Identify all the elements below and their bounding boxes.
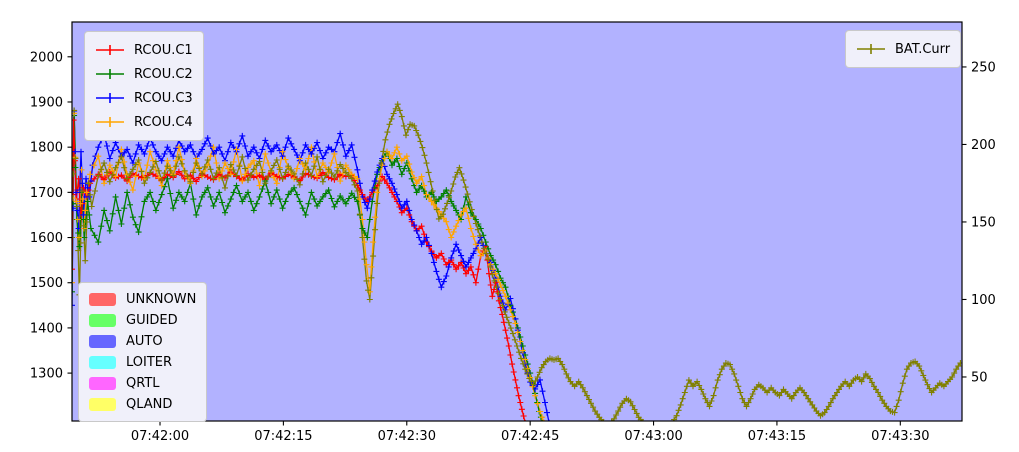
plot-background-auto-shading: [72, 22, 962, 421]
line-plus-marker-icon: [96, 117, 124, 127]
mode-label: QRTL: [126, 376, 160, 391]
y-left-tick-label: 1400: [30, 321, 63, 336]
legend-item-rcou-c4: RCOU.C4: [95, 110, 193, 134]
mode-item-qland: QLAND: [89, 394, 196, 415]
mode-label: UNKNOWN: [126, 292, 197, 307]
y-left-tick-label: 1800: [30, 141, 63, 156]
y-left-tick-label: 1700: [30, 186, 63, 201]
y-left-tick-label: 1900: [30, 95, 63, 110]
legend-item-rcou-c2: RCOU.C2: [95, 62, 193, 86]
mode-color-swatch: [89, 314, 116, 327]
legend-label: RCOU.C4: [134, 114, 193, 130]
legend-label: RCOU.C1: [134, 42, 193, 58]
y-left-tick-label: 1600: [30, 231, 63, 246]
x-tick-label: 07:43:15: [748, 429, 806, 444]
line-plus-marker-icon: [857, 44, 885, 54]
bat-curr-legend: BAT.Curr: [845, 30, 962, 68]
mode-color-swatch: [89, 293, 116, 306]
y-right-tick-label: 150: [971, 215, 996, 230]
mode-label: LOITER: [126, 355, 173, 370]
mode-color-swatch: [89, 377, 116, 390]
y-right-tick-label: 200: [971, 138, 996, 153]
mode-label: QLAND: [126, 397, 173, 412]
y-left-tick-label: 1500: [30, 276, 63, 291]
flight-mode-legend: UNKNOWN GUIDED AUTO LOITER QRTL QLAND: [78, 282, 208, 422]
x-tick-label: 07:42:30: [378, 429, 436, 444]
y-right-tick-label: 100: [971, 293, 996, 308]
mode-item-qrtl: QRTL: [89, 373, 196, 394]
x-tick-label: 07:42:00: [131, 429, 189, 444]
mode-color-swatch: [89, 335, 116, 348]
x-tick-label: 07:43:00: [624, 429, 682, 444]
y-right-tick-label: 50: [971, 370, 988, 385]
mode-label: GUIDED: [126, 313, 178, 328]
x-tick-label: 07:42:45: [501, 429, 559, 444]
legend-label: RCOU.C2: [134, 66, 193, 82]
line-plus-marker-icon: [96, 45, 124, 55]
mode-item-auto: AUTO: [89, 331, 196, 352]
series-markers-rcou-c2: [72, 112, 544, 421]
mode-color-swatch: [89, 398, 116, 411]
legend-item-rcou-c1: RCOU.C1: [95, 38, 193, 62]
mode-item-guided: GUIDED: [89, 310, 196, 331]
series-legend: RCOU.C1 RCOU.C2 RCOU.C3 RCOU.C4: [84, 31, 204, 141]
y-right-tick-label: 250: [971, 60, 996, 75]
legend-item-rcou-c3: RCOU.C3: [95, 86, 193, 110]
mode-color-swatch: [89, 356, 116, 369]
series-markers-bat-curr: [72, 101, 962, 421]
y-left-tick-label: 2000: [30, 50, 63, 65]
mode-item-loiter: LOITER: [89, 352, 196, 373]
line-plus-marker-icon: [96, 93, 124, 103]
line-plus-marker-icon: [96, 69, 124, 79]
y-left-tick-label: 1300: [30, 367, 63, 382]
mode-item-unknown: UNKNOWN: [89, 289, 196, 310]
x-tick-label: 07:42:15: [254, 429, 312, 444]
mode-label: AUTO: [126, 334, 163, 349]
legend-label: RCOU.C3: [134, 90, 193, 106]
legend-item-bat-curr: BAT.Curr: [856, 37, 950, 61]
legend-label: BAT.Curr: [895, 41, 951, 57]
x-tick-label: 07:43:30: [871, 429, 929, 444]
